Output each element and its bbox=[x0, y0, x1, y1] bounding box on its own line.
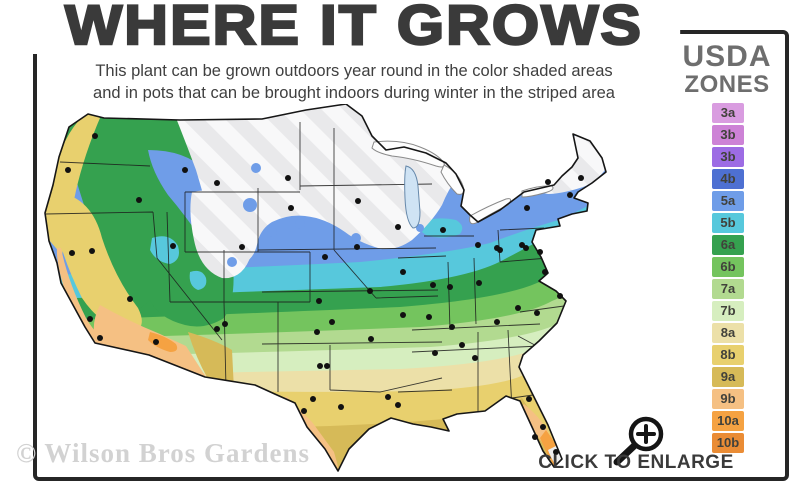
city-dot bbox=[532, 434, 538, 440]
city-dot bbox=[526, 396, 532, 402]
city-dot bbox=[222, 321, 228, 327]
city-dot bbox=[153, 339, 159, 345]
zone-shading bbox=[45, 104, 606, 471]
city-dot bbox=[430, 282, 436, 288]
city-dot bbox=[519, 242, 525, 248]
city-dot bbox=[497, 247, 503, 253]
zone-chip-5a: 5a bbox=[712, 191, 744, 211]
city-dot bbox=[89, 248, 95, 254]
zone-chip-3b: 3b bbox=[712, 125, 744, 145]
city-dot bbox=[440, 227, 446, 233]
city-dot bbox=[553, 449, 559, 455]
subtitle: This plant can be grown outdoors year ro… bbox=[52, 60, 656, 104]
magnifier-zoom-in-icon[interactable] bbox=[613, 416, 664, 466]
city-dot bbox=[395, 402, 401, 408]
zone-chip-10a: 10a bbox=[712, 411, 744, 431]
page-title: WHERE IT GROWS bbox=[27, 0, 681, 55]
zone-chip-7b: 7b bbox=[712, 301, 744, 321]
city-dot bbox=[400, 269, 406, 275]
great-lakes bbox=[371, 140, 554, 229]
legend-title: USDA ZONES bbox=[674, 42, 780, 98]
subtitle-line-2: and in pots that can be brought indoors … bbox=[93, 84, 615, 102]
city-dot bbox=[515, 305, 521, 311]
city-dot bbox=[170, 243, 176, 249]
city-dot bbox=[301, 408, 307, 414]
click-to-enlarge-button[interactable]: CLICK TO ENLARGE bbox=[538, 452, 734, 473]
city-dot bbox=[329, 319, 335, 325]
city-dot bbox=[69, 250, 75, 256]
legend-title-usda: USDA bbox=[682, 40, 772, 73]
city-dot bbox=[494, 319, 500, 325]
city-dot bbox=[338, 404, 344, 410]
subtitle-line-1: This plant can be grown outdoors year ro… bbox=[95, 62, 613, 80]
city-dot bbox=[92, 133, 98, 139]
city-dot bbox=[322, 254, 328, 260]
zone-chip-7a: 7a bbox=[712, 279, 744, 299]
city-dot bbox=[285, 175, 291, 181]
zone-chip-9a: 9a bbox=[712, 367, 744, 387]
city-dot bbox=[97, 335, 103, 341]
zone-chip-10b: 10b bbox=[712, 433, 744, 453]
legend-title-zones: ZONES bbox=[684, 71, 770, 98]
city-dot bbox=[524, 205, 530, 211]
city-dot bbox=[65, 167, 71, 173]
zone-chip-9b: 9b bbox=[712, 389, 744, 409]
zone-chip-5b: 5b bbox=[712, 213, 744, 233]
zone-chip-8a: 8a bbox=[712, 323, 744, 343]
city-dot bbox=[542, 269, 548, 275]
city-dot bbox=[355, 198, 361, 204]
city-dot bbox=[354, 244, 360, 250]
zone-chip-8b: 8b bbox=[712, 345, 744, 365]
city-dot bbox=[545, 179, 551, 185]
city-dot bbox=[578, 175, 584, 181]
city-dot bbox=[367, 288, 373, 294]
zone-chip-3a: 3a bbox=[712, 103, 744, 123]
zone-chip-6b: 6b bbox=[712, 257, 744, 277]
city-dot bbox=[317, 363, 323, 369]
city-dot bbox=[476, 280, 482, 286]
city-dot bbox=[214, 180, 220, 186]
city-dot bbox=[182, 167, 188, 173]
city-dot bbox=[557, 293, 563, 299]
city-dot bbox=[449, 324, 455, 330]
city-dot bbox=[567, 192, 573, 198]
watermark: © Wilson Bros Gardens bbox=[16, 438, 310, 468]
city-dot bbox=[432, 350, 438, 356]
city-dot bbox=[288, 205, 294, 211]
city-dot bbox=[310, 396, 316, 402]
city-dot bbox=[214, 326, 220, 332]
city-dot bbox=[540, 424, 546, 430]
city-dot bbox=[447, 284, 453, 290]
city-dot bbox=[472, 355, 478, 361]
city-dot bbox=[395, 224, 401, 230]
city-dot bbox=[400, 312, 406, 318]
city-dot bbox=[136, 197, 142, 203]
zone-chip-4b: 4b bbox=[712, 169, 744, 189]
state-borders bbox=[45, 122, 565, 414]
city-dot bbox=[368, 336, 374, 342]
city-dot bbox=[459, 342, 465, 348]
zone-chip-3b: 3b bbox=[712, 147, 744, 167]
us-coastline-outline bbox=[44, 103, 607, 472]
city-dot bbox=[537, 249, 543, 255]
city-dot bbox=[475, 242, 481, 248]
city-dot bbox=[87, 316, 93, 322]
city-dot bbox=[127, 296, 133, 302]
city-dot bbox=[239, 244, 245, 250]
zone-chip-6a: 6a bbox=[712, 235, 744, 255]
zone-legend: 3a 3b 3b 4b 5a 5b 6a 6b 7a 7b 8a 8b 9a 9b 10a 10b bbox=[712, 103, 744, 455]
city-dot bbox=[316, 298, 322, 304]
city-dot bbox=[385, 394, 391, 400]
city-dot bbox=[324, 363, 330, 369]
zone-transition-speckles bbox=[227, 163, 424, 267]
city-dot bbox=[314, 329, 320, 335]
city-dot bbox=[534, 310, 540, 316]
city-dot bbox=[426, 314, 432, 320]
city-dots bbox=[65, 133, 584, 455]
